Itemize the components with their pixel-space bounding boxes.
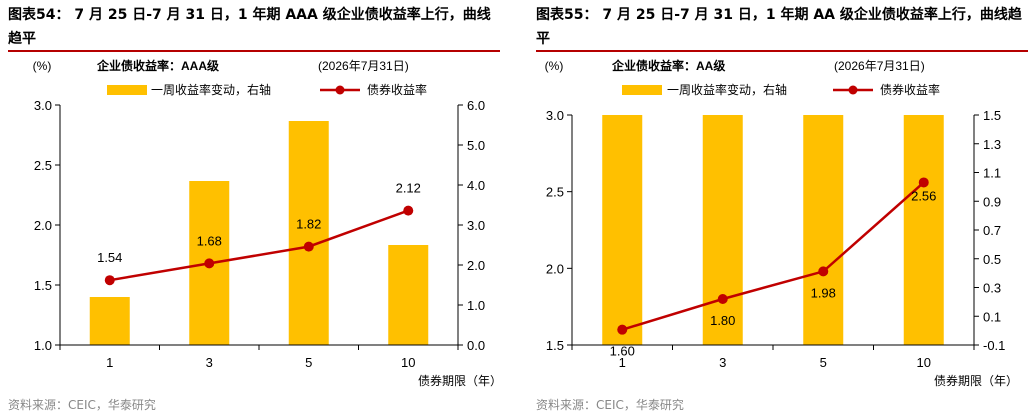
right-tick-label: 6.0 xyxy=(467,98,485,113)
yield-data-label: 2.12 xyxy=(396,181,421,196)
yield-point-3 xyxy=(204,258,215,269)
x-tick-label: 5 xyxy=(820,355,827,370)
left-axis-unit: (%) xyxy=(33,59,52,73)
x-tick-label: 1 xyxy=(106,355,113,370)
chart-svg: (%) 企业债收益率：AAA级 (2026年7月31日) 一周收益率变动，右轴 债券收益… xyxy=(33,58,502,388)
yield-data-label: 1.82 xyxy=(296,217,321,232)
chart-date-label: (2026年7月31日) xyxy=(318,59,409,73)
left-tick-label: 2.0 xyxy=(546,261,564,276)
chart-title: 企业债收益率：AA级 xyxy=(611,58,725,73)
yield-point-10 xyxy=(918,177,929,188)
right-tick-label: 4.0 xyxy=(467,178,485,193)
left-axis-unit: (%) xyxy=(545,59,564,73)
legend-bar-label: 一周收益率变动，右轴 xyxy=(151,82,271,97)
x-tick-label: 10 xyxy=(401,355,415,370)
yield-point-5 xyxy=(303,241,314,252)
right-tick-label: 0.7 xyxy=(983,223,1001,238)
source-note: 资料来源：CEIC，华泰研究 xyxy=(536,398,684,412)
right-tick-label: 0.3 xyxy=(983,281,1001,296)
bar-5 xyxy=(803,115,844,345)
right-tick-label: 0.1 xyxy=(983,309,1001,324)
yield-line xyxy=(621,181,925,331)
legend-line-marker xyxy=(335,85,345,95)
x-tick-label: 10 xyxy=(917,355,931,370)
left-tick-label: 1.5 xyxy=(546,338,564,353)
x-tick-label: 3 xyxy=(719,355,726,370)
yield-data-label: 1.68 xyxy=(197,233,222,248)
yield-point-1 xyxy=(617,324,628,335)
left-tick-label: 2.5 xyxy=(34,158,52,173)
legend-bar-label: 一周收益率变动，右轴 xyxy=(667,82,787,97)
x-axis-title: 债券期限（年） xyxy=(934,373,1018,388)
x-tick-label: 5 xyxy=(305,355,312,370)
chart-date-label: (2026年7月31日) xyxy=(834,59,925,73)
legend-line-marker xyxy=(848,85,858,95)
figure-title: 图表55： 7 月 25 日-7 月 31 日，1 年期 AA 级企业债收益率上… xyxy=(536,7,1022,47)
chart-panel-55: 图表55： 7 月 25 日-7 月 31 日，1 年期 AA 级企业债收益率上… xyxy=(528,0,1031,417)
yield-point-10 xyxy=(403,205,414,216)
yield-data-label: 1.60 xyxy=(610,344,635,359)
right-tick-label: 0.9 xyxy=(983,194,1001,209)
legend-line-label: 债券收益率 xyxy=(367,82,427,97)
x-tick-label: 3 xyxy=(206,355,213,370)
bar-10 xyxy=(388,245,429,345)
chart-title: 企业债收益率：AAA级 xyxy=(96,58,219,73)
left-tick-label: 2.5 xyxy=(546,185,564,200)
right-tick-label: 1.5 xyxy=(983,108,1001,123)
chart-svg: (%) 企业债收益率：AA级 (2026年7月31日) 一周收益率变动，右轴 债券收益率… xyxy=(545,58,1018,388)
right-tick-label: 0.0 xyxy=(467,338,485,353)
yield-point-1 xyxy=(104,275,115,286)
bar-3 xyxy=(702,115,743,345)
bar-10 xyxy=(903,115,944,345)
right-tick-label: 1.0 xyxy=(467,298,485,313)
right-tick-label: 2.0 xyxy=(467,258,485,273)
right-tick-label: -0.1 xyxy=(983,338,1005,353)
legend-bar-swatch xyxy=(622,85,662,95)
yield-data-label: 2.56 xyxy=(911,188,936,203)
chart-panel-54: 图表54： 7 月 25 日-7 月 31 日，1 年期 AAA 级企业债收益率… xyxy=(0,0,515,417)
bar-1 xyxy=(602,115,643,345)
x-axis-title: 债券期限（年） xyxy=(418,373,502,388)
bar-1 xyxy=(89,297,130,345)
left-tick-label: 1.0 xyxy=(34,338,52,353)
right-tick-label: 5.0 xyxy=(467,138,485,153)
yield-data-label: 1.54 xyxy=(97,250,122,265)
yield-point-5 xyxy=(818,266,829,277)
right-tick-label: 0.5 xyxy=(983,252,1001,267)
left-tick-label: 3.0 xyxy=(34,98,52,113)
source-note: 资料来源：CEIC，华泰研究 xyxy=(8,398,156,412)
left-tick-label: 3.0 xyxy=(546,108,564,123)
yield-point-3 xyxy=(717,294,728,304)
right-tick-label: 1.3 xyxy=(983,137,1001,152)
title-divider xyxy=(8,50,500,52)
left-tick-label: 2.0 xyxy=(34,218,52,233)
right-tick-label: 3.0 xyxy=(467,218,485,233)
x-tick-label: 1 xyxy=(619,355,626,370)
yield-line xyxy=(109,209,409,282)
right-tick-label: 1.1 xyxy=(983,166,1001,181)
yield-data-label: 1.80 xyxy=(710,313,735,328)
title-divider xyxy=(536,50,1028,52)
figure-title: 图表54： 7 月 25 日-7 月 31 日，1 年期 AAA 级企业债收益率… xyxy=(8,7,491,47)
legend-bar-swatch xyxy=(107,85,147,95)
bar-5 xyxy=(288,121,329,345)
legend-line-label: 债券收益率 xyxy=(880,82,940,97)
left-tick-label: 1.5 xyxy=(34,278,52,293)
yield-data-label: 1.98 xyxy=(811,285,836,300)
